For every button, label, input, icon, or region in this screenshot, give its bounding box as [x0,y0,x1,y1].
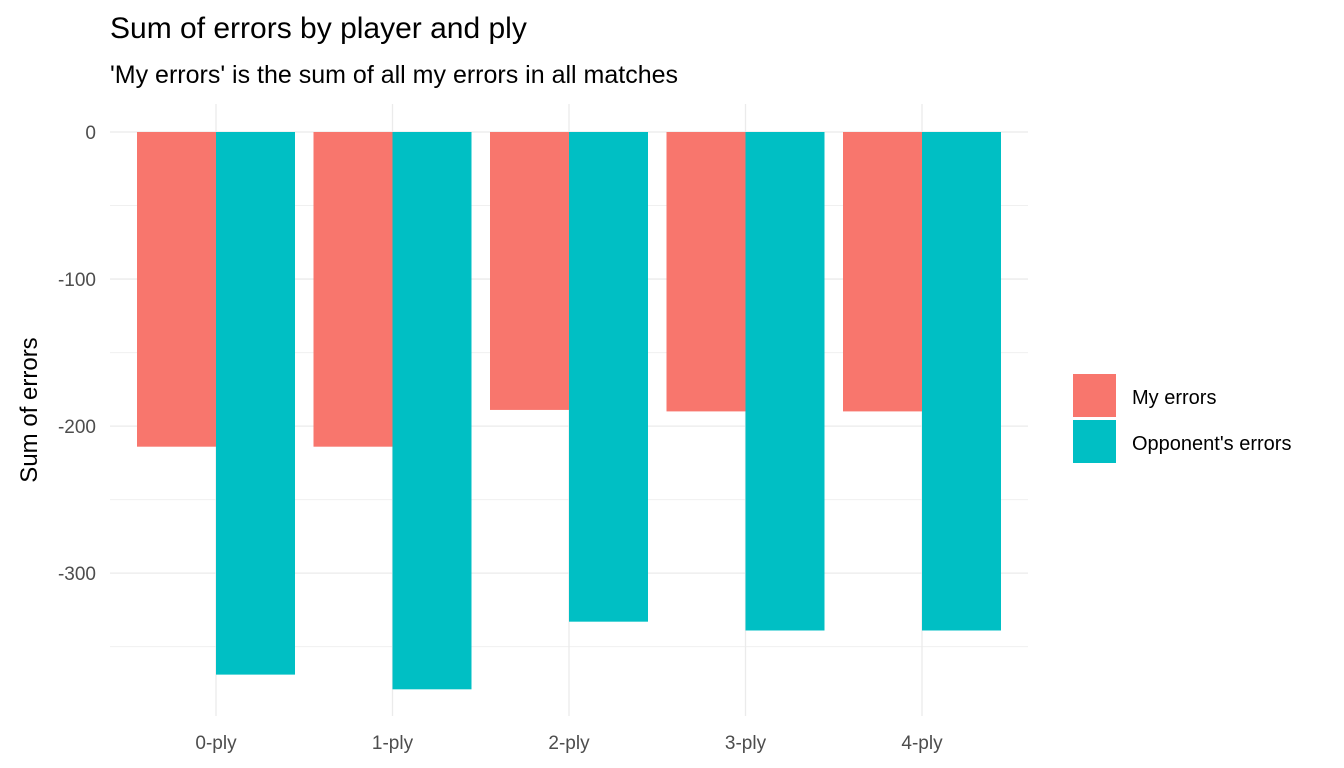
legend-label-opponents-errors: Opponent's errors [1132,433,1291,455]
legend-swatch-my-errors [1073,374,1116,417]
y-tick-label: -300 [58,564,96,585]
x-tick-label: 2-ply [548,733,590,754]
bar-opponent-s-errors-4-ply [922,132,1001,631]
bar-my-errors-2-ply [490,132,569,410]
y-tick-label: 0 [85,123,96,144]
bar-my-errors-1-ply [313,132,393,447]
bar-my-errors-4-ply [843,132,922,412]
y-tick-label: -100 [58,270,96,291]
bar-opponent-s-errors-3-ply [745,132,825,631]
bar-my-errors-3-ply [666,132,746,412]
x-axis-ticks: 0-ply 1-ply 2-ply 3-ply 4-ply [195,733,943,754]
y-tick-label: -200 [58,417,96,438]
x-tick-label: 0-ply [195,733,237,754]
x-tick-label: 3-ply [725,733,767,754]
y-axis-title: Sum of errors [16,337,43,482]
chart-title: Sum of errors by player and ply [110,12,527,45]
bar-opponent-s-errors-2-ply [569,132,648,622]
legend: My errors Opponent's errors [1073,374,1291,463]
bar-opponent-s-errors-0-ply [216,132,295,675]
legend-swatch-opponents-errors [1073,420,1116,463]
y-axis-ticks: 0 -100 -200 -300 [58,123,96,585]
x-tick-label: 4-ply [901,733,943,754]
chart-subtitle: 'My errors' is the sum of all my errors … [110,61,679,89]
legend-label-my-errors: My errors [1132,387,1216,409]
x-tick-label: 1-ply [372,733,414,754]
bar-my-errors-0-ply [137,132,216,447]
bars [137,132,1001,690]
bar-opponent-s-errors-1-ply [392,132,472,690]
